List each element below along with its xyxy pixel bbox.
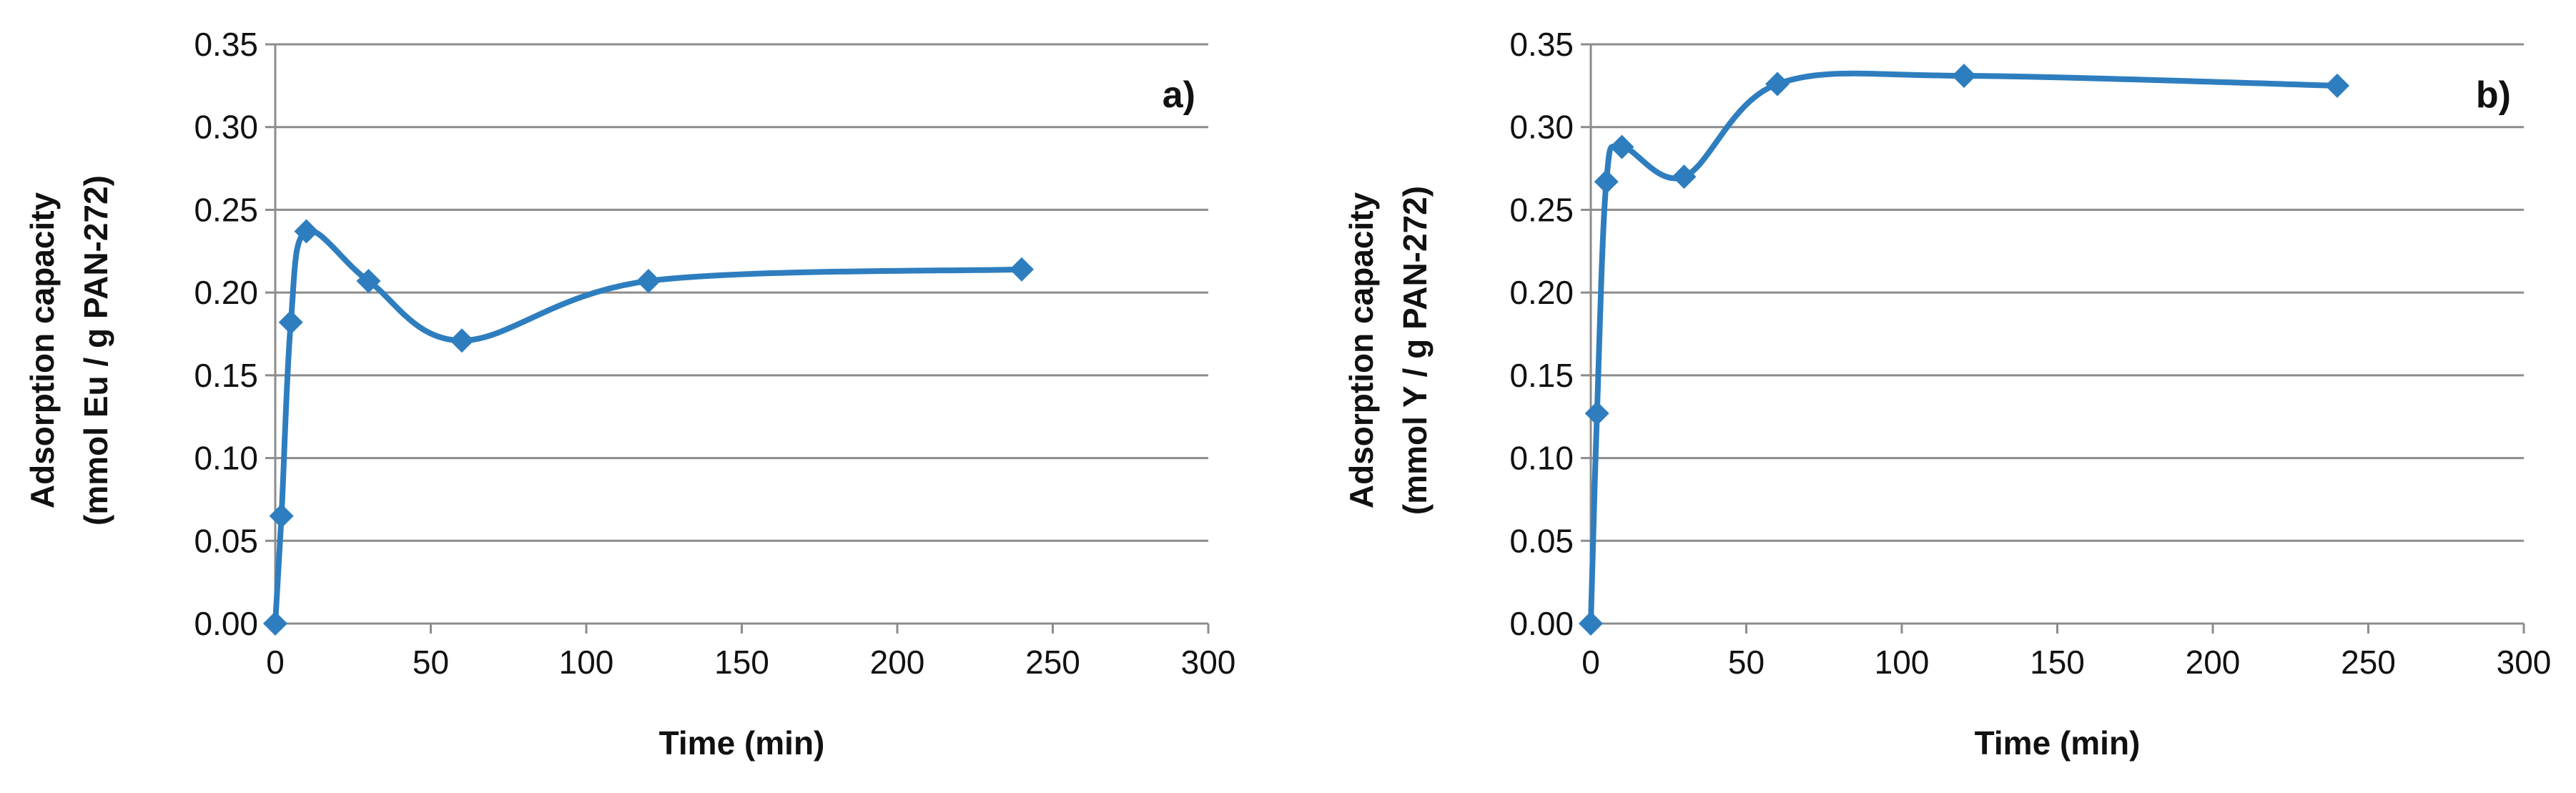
x-tick-label: 50 bbox=[413, 644, 449, 681]
y-tick-label: 0.10 bbox=[1509, 440, 1574, 477]
panel-label: b) bbox=[2476, 74, 2511, 116]
x-tick-label: 100 bbox=[1875, 644, 1930, 681]
data-point-marker bbox=[1672, 164, 1697, 189]
y-tick-label: 0.30 bbox=[1509, 109, 1574, 146]
x-axis-title: Time (min) bbox=[659, 724, 825, 762]
y-axis-title-line1: Adsorption capacity bbox=[1343, 192, 1380, 508]
data-point-marker bbox=[294, 219, 319, 244]
data-point-marker bbox=[1765, 72, 1790, 97]
y-tick-label: 0.20 bbox=[1509, 274, 1574, 311]
x-tick-label: 50 bbox=[1728, 644, 1765, 681]
data-point-marker bbox=[269, 503, 294, 528]
x-tick-label: 200 bbox=[2186, 644, 2241, 681]
y-axis-title-line2: (mmol Y / g PAN-272) bbox=[1396, 186, 1433, 515]
data-point-marker bbox=[1952, 63, 1976, 88]
y-tick-label: 0.30 bbox=[194, 109, 258, 146]
x-tick-label: 150 bbox=[2030, 644, 2085, 681]
y-tick-label: 0.20 bbox=[194, 274, 258, 311]
y-tick-label: 0.35 bbox=[194, 26, 258, 63]
y-tick-label: 0.35 bbox=[1509, 26, 1574, 63]
y-tick-label: 0.00 bbox=[194, 605, 258, 642]
y-tick-label: 0.25 bbox=[194, 191, 258, 228]
x-tick-label: 150 bbox=[714, 644, 769, 681]
data-point-marker bbox=[263, 611, 287, 636]
x-tick-label: 250 bbox=[2341, 644, 2396, 681]
y-tick-label: 0.05 bbox=[1509, 522, 1574, 559]
y-tick-label: 0.15 bbox=[1509, 357, 1574, 394]
data-point-marker bbox=[636, 268, 661, 293]
x-tick-label: 300 bbox=[1181, 644, 1236, 681]
chart-panel-a: 0.00 0.05 0.10 0.15 0.20 0.25 0.30 0.35 0 50 100 15… bbox=[24, 26, 1235, 762]
y-axis-title-line1: Adsorption capacity bbox=[24, 192, 61, 508]
x-tick-label: 300 bbox=[2497, 644, 2552, 681]
data-point-marker bbox=[278, 310, 303, 335]
data-point-marker bbox=[1594, 169, 1619, 194]
data-point-marker bbox=[1609, 134, 1634, 159]
chart-panel-b: 0.00 0.05 0.10 0.15 0.20 0.25 0.30 0.35 0 50 100 15… bbox=[1343, 26, 2551, 762]
y-tick-label: 0.05 bbox=[194, 522, 258, 559]
x-tick-label: 250 bbox=[1025, 644, 1080, 681]
data-point-marker bbox=[1579, 611, 1603, 636]
data-point-marker bbox=[1010, 257, 1034, 282]
x-tick-label: 0 bbox=[266, 644, 285, 681]
y-tick-label: 0.00 bbox=[1509, 605, 1574, 642]
data-point-marker bbox=[2325, 73, 2349, 98]
y-tick-label: 0.15 bbox=[194, 357, 258, 394]
data-point-marker bbox=[450, 328, 474, 353]
y-tick-label: 0.10 bbox=[194, 440, 258, 477]
x-tick-label: 0 bbox=[1581, 644, 1600, 681]
y-tick-label: 0.25 bbox=[1509, 191, 1574, 228]
x-tick-label: 200 bbox=[870, 644, 925, 681]
x-axis-title: Time (min) bbox=[1975, 724, 2141, 762]
data-point-marker bbox=[356, 268, 381, 293]
data-point-marker bbox=[1584, 401, 1609, 426]
x-tick-label: 100 bbox=[559, 644, 614, 681]
panel-label: a) bbox=[1163, 74, 1195, 116]
y-axis-title-line2: (mmol Eu / g PAN-272) bbox=[77, 175, 114, 526]
